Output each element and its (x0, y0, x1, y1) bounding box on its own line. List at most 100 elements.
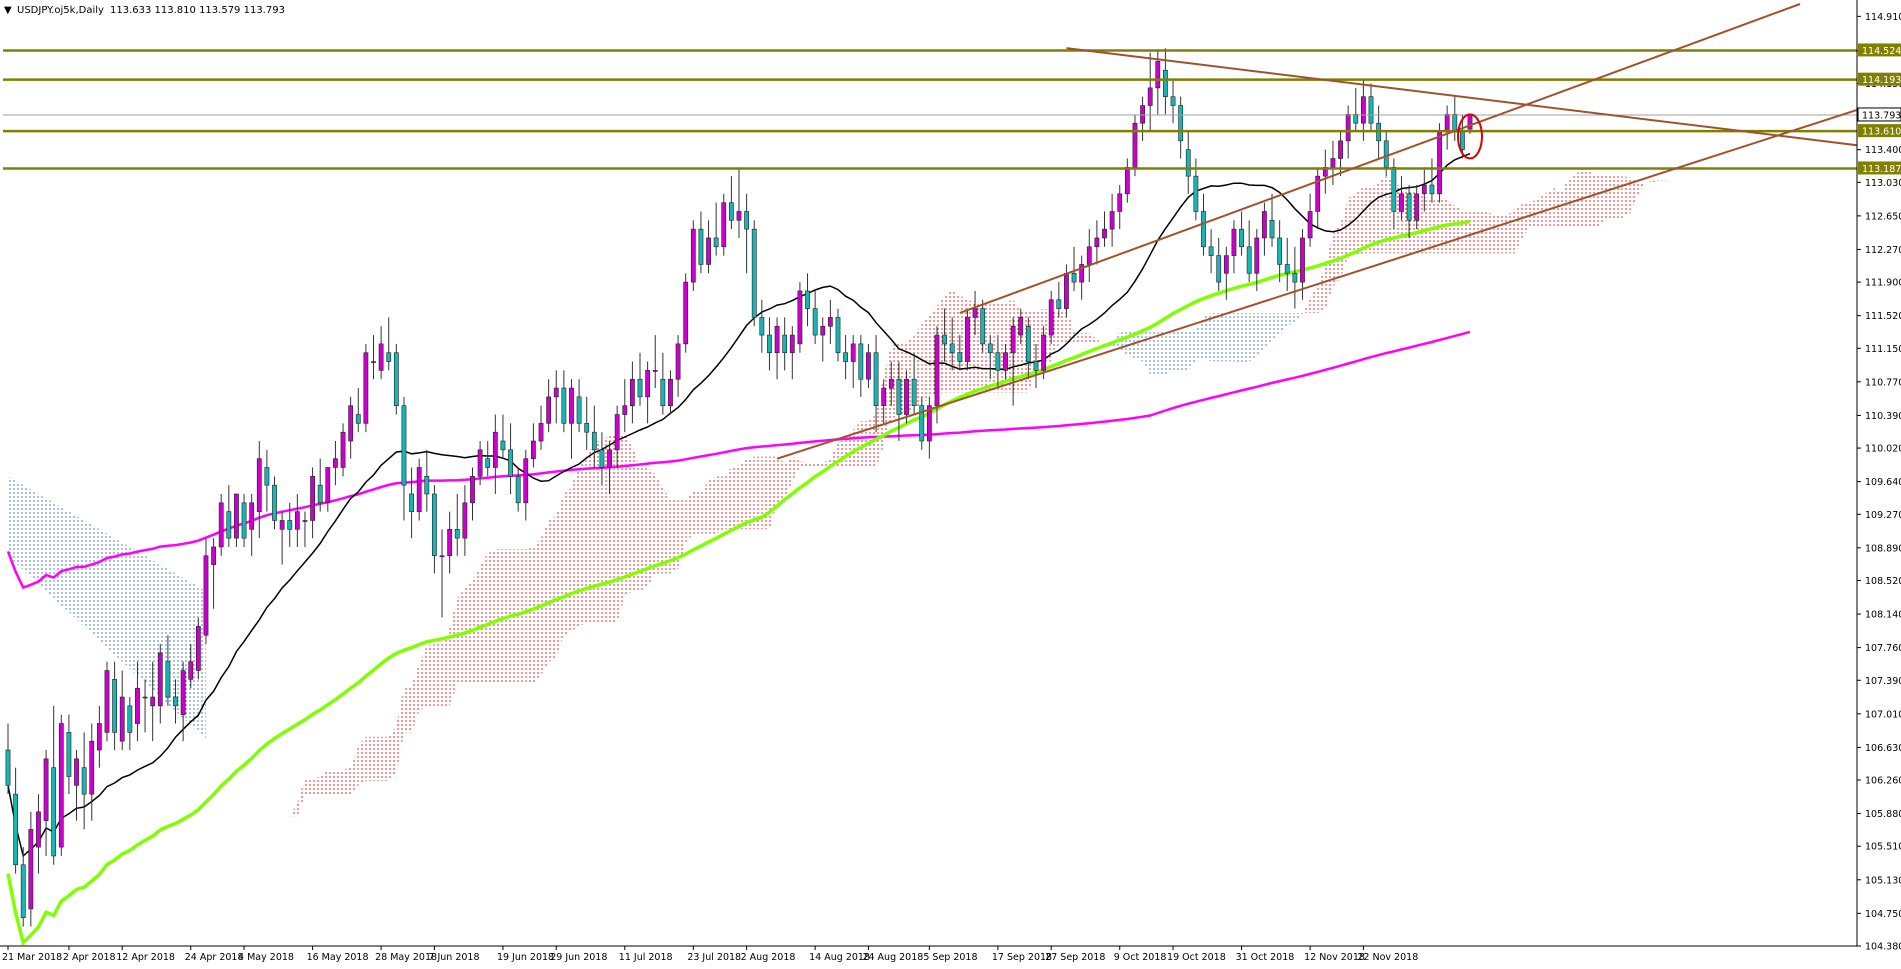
kumo-segment (495, 549, 503, 684)
kumo-segment (106, 533, 115, 655)
price-tick-label: 107.390 (1865, 676, 1901, 687)
kumo-segment (579, 456, 587, 627)
sma-20-line (7, 153, 1471, 858)
candle-body (1391, 167, 1397, 212)
kumo-segment (15, 480, 24, 570)
candle-body (782, 334, 788, 354)
candle-body (1124, 167, 1130, 195)
kumo-segment (30, 489, 39, 585)
candle-body (881, 387, 887, 406)
kumo-segment (1218, 312, 1227, 362)
candle-body (904, 378, 909, 415)
kumo-segment (381, 736, 389, 781)
candle-body (1239, 228, 1244, 248)
kumo-segment (76, 516, 85, 627)
candle-body (736, 211, 742, 221)
candle-body (1201, 211, 1206, 248)
kumo-segment (586, 441, 595, 622)
price-tick-label: 106.630 (1865, 743, 1901, 754)
kumo-segment (944, 288, 953, 393)
kumo-segment (457, 588, 465, 684)
price-tick-label: 108.140 (1865, 610, 1901, 621)
candle-body (1216, 255, 1222, 283)
kumo-segment (327, 769, 336, 795)
kumo-segment (822, 458, 831, 468)
kumo-segment (1561, 178, 1569, 227)
candle-body (949, 343, 955, 354)
price-tag (1858, 124, 1901, 138)
kumo-segment (1622, 176, 1630, 219)
kumo-segment (837, 438, 846, 468)
kumo-segment (662, 487, 671, 574)
candle-body (150, 696, 156, 707)
candle-body (584, 423, 590, 433)
kumo-segment (1317, 264, 1326, 313)
kumo-segment (487, 549, 496, 684)
candle-body (569, 387, 574, 424)
candle-body (1056, 299, 1062, 309)
candle-body (424, 476, 430, 495)
kumo-segment (84, 520, 92, 634)
kumo-segment (343, 767, 351, 795)
candle-body (1262, 211, 1267, 239)
candle-body (515, 476, 521, 504)
kumo-segment (716, 476, 724, 534)
kumo-segment (693, 491, 701, 534)
candle-body (165, 661, 171, 698)
kumo-segment (624, 434, 633, 596)
price-tick-label: 109.640 (1865, 477, 1901, 488)
kumo-segment (1279, 312, 1288, 336)
candle-body (805, 290, 810, 309)
kumo-segment (129, 546, 138, 676)
kumo-segment (1134, 330, 1143, 362)
price-tick-label: 104.750 (1865, 909, 1901, 920)
kumo-segment (396, 686, 404, 773)
candle-body (546, 396, 552, 424)
kumo-segment (525, 546, 534, 684)
price-tick-label: 112.650 (1865, 211, 1901, 222)
kumo-segment (1203, 312, 1212, 362)
candle-body (789, 334, 795, 354)
candle-body (112, 679, 117, 733)
kumo-segment (1470, 210, 1478, 254)
candle-body (820, 325, 826, 336)
kumo-segment (807, 463, 816, 468)
candle-body (1147, 87, 1153, 106)
kumo-segment (609, 434, 618, 622)
kumo-segment (1546, 188, 1554, 227)
kumo-segment (670, 498, 679, 574)
candle-body (652, 370, 658, 372)
candle-body (1421, 184, 1427, 195)
candle-body (89, 740, 95, 795)
candle-body (173, 696, 178, 707)
kumo-segment (1607, 176, 1615, 219)
price-tick-label: 108.890 (1865, 543, 1901, 554)
candle-body (81, 767, 87, 795)
candle-body (272, 484, 277, 521)
candle-body (1406, 193, 1412, 221)
candle-body (630, 378, 635, 406)
kumo-segment (1371, 182, 1379, 254)
candle-body (599, 449, 605, 468)
candle-body (188, 661, 194, 680)
candle-body (1132, 122, 1138, 168)
candle-body (241, 502, 247, 539)
candle-body (1292, 272, 1298, 283)
current-price-tag-label: 113.793 (1862, 110, 1901, 121)
kumo-segment (449, 597, 458, 706)
candle-body (348, 405, 354, 442)
kumo-segment (1165, 330, 1174, 375)
candle-body (462, 502, 468, 539)
kumo-segment (1157, 330, 1166, 375)
price-tick-label: 105.880 (1865, 809, 1901, 820)
candle-body (1185, 149, 1191, 177)
candle-body (1094, 237, 1100, 248)
candle-body (1254, 237, 1260, 274)
candle-body (454, 528, 460, 539)
collapse-arrow-icon[interactable]: ▼ (4, 5, 12, 16)
candle-body (264, 467, 270, 486)
candle-body (827, 317, 833, 327)
candle-body (51, 767, 57, 857)
time-tick-label: 12 Apr 2018 (116, 952, 175, 963)
